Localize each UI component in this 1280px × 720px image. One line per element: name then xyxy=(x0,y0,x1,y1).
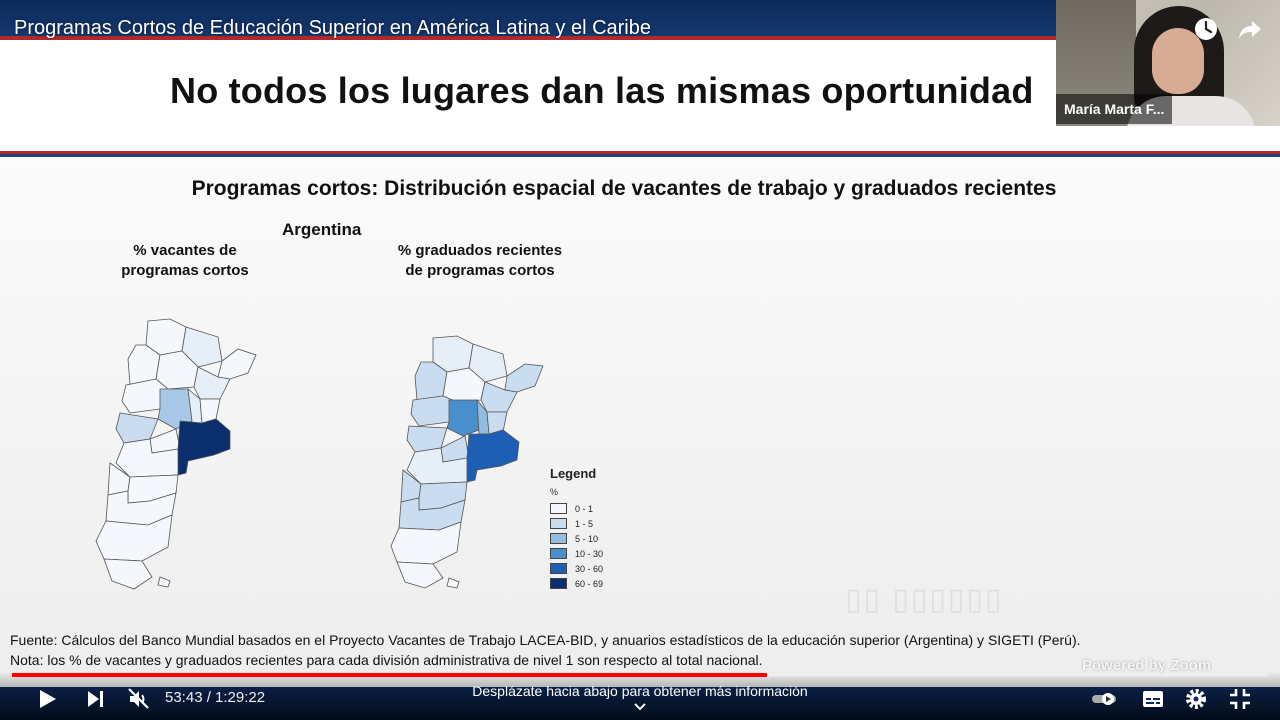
legend-label: 1 - 5 xyxy=(575,518,594,529)
province-tierra-tip xyxy=(157,576,171,588)
legend-label: 60 - 69 xyxy=(575,578,604,589)
webcam-person-face xyxy=(1152,28,1204,94)
country-label: Argentina xyxy=(282,220,362,239)
map-graduates-label-line2: de programas cortos xyxy=(405,262,555,279)
header-rule xyxy=(0,36,1280,40)
video-title[interactable]: Programas Cortos de Educación Superior e… xyxy=(14,17,651,39)
participant-name: María Marta F... xyxy=(1056,94,1173,124)
legend-item: 60 - 69 xyxy=(550,576,603,591)
legend-label: 0 - 1 xyxy=(575,503,594,514)
legend-unit: % xyxy=(550,487,559,497)
province-santa-cruz xyxy=(390,521,462,565)
play-icon[interactable] xyxy=(34,686,60,712)
title-rule-blue xyxy=(0,154,1280,157)
province-cordoba xyxy=(446,399,480,437)
slide-watermark: ▯▯ ▯▯▯▯▯▯ xyxy=(845,583,1004,616)
map-legend: Legend % 0 - 1 1 - 5 5 - 10 10 - 30 30 - 60 6… xyxy=(550,466,603,591)
province-buenos-aires xyxy=(466,429,520,483)
slide-heading: No todos los lugares dan las mismas opor… xyxy=(170,70,1034,111)
province-la-pampa xyxy=(115,438,179,478)
legend-item: 10 - 30 xyxy=(550,546,603,561)
footnote-note: Nota: los % de vacantes y graduados reci… xyxy=(10,652,763,668)
progress-bar[interactable] xyxy=(12,673,1268,677)
controls-gradient xyxy=(0,672,1280,720)
province-north-east xyxy=(468,343,508,383)
map-vacancies xyxy=(95,318,257,590)
province-buenos-aires xyxy=(177,418,231,476)
province-mesopotamia xyxy=(217,348,257,380)
map-vacancies-label-line1: % vacantes de xyxy=(133,242,237,259)
gear-icon[interactable] xyxy=(1183,686,1209,712)
chevron-down-icon[interactable] xyxy=(632,701,648,713)
map-vacancies-label-line2: programas cortos xyxy=(121,262,249,279)
autoplay-toggle-icon[interactable] xyxy=(1090,686,1120,712)
legend-items: 0 - 1 1 - 5 5 - 10 10 - 30 30 - 60 60 - 69 xyxy=(550,501,603,591)
province-mesopotamia xyxy=(504,363,544,393)
next-icon[interactable] xyxy=(83,686,109,712)
legend-swatch xyxy=(550,533,567,544)
webcam-thumbnail: María Marta F... xyxy=(1056,0,1280,126)
progress-played xyxy=(12,673,767,677)
legend-title: Legend xyxy=(550,466,597,481)
legend-swatch xyxy=(550,563,567,574)
province-tierra-tip xyxy=(446,577,460,589)
province-north-east xyxy=(181,326,223,368)
footnote-source: Fuente: Cálculos del Banco Mundial basad… xyxy=(10,632,1081,648)
map-graduates-label-line1: % graduados recientes xyxy=(397,242,563,259)
legend-label: 10 - 30 xyxy=(575,548,604,559)
volume-muted-icon[interactable] xyxy=(126,686,152,712)
scroll-hint[interactable]: Desplázate hacia abajo para obtener más … xyxy=(472,683,808,699)
legend-swatch xyxy=(550,578,567,589)
legend-label: 30 - 60 xyxy=(575,563,604,574)
province-tierra-del-fuego xyxy=(396,561,444,589)
map-graduates-label: % graduados recientes de programas corto… xyxy=(380,241,580,281)
map-graduates xyxy=(390,335,544,589)
legend-label: 5 - 10 xyxy=(575,533,599,544)
powered-by-zoom: Powered by Zoom xyxy=(1082,657,1212,674)
clock-icon[interactable] xyxy=(1193,16,1219,42)
province-la-pampa xyxy=(406,447,468,485)
legend-item: 0 - 1 xyxy=(550,501,603,516)
province-santa-cruz xyxy=(95,514,173,562)
legend-swatch xyxy=(550,548,567,559)
legend-item: 5 - 10 xyxy=(550,531,603,546)
share-icon[interactable] xyxy=(1237,16,1263,42)
time-display: 53:43 / 1:29:22 xyxy=(165,689,266,706)
legend-swatch xyxy=(550,518,567,529)
legend-item: 1 - 5 xyxy=(550,516,603,531)
legend-swatch xyxy=(550,503,567,514)
province-tierra-del-fuego xyxy=(103,558,153,590)
map-vacancies-label: % vacantes de programas cortos xyxy=(105,241,265,281)
legend-item: 30 - 60 xyxy=(550,561,603,576)
exit-fullscreen-icon[interactable] xyxy=(1227,686,1253,712)
subtitles-icon[interactable] xyxy=(1140,686,1166,712)
chart-title: Programas cortos: Distribución espacial … xyxy=(191,177,1057,200)
title-rule-red xyxy=(0,151,1280,154)
